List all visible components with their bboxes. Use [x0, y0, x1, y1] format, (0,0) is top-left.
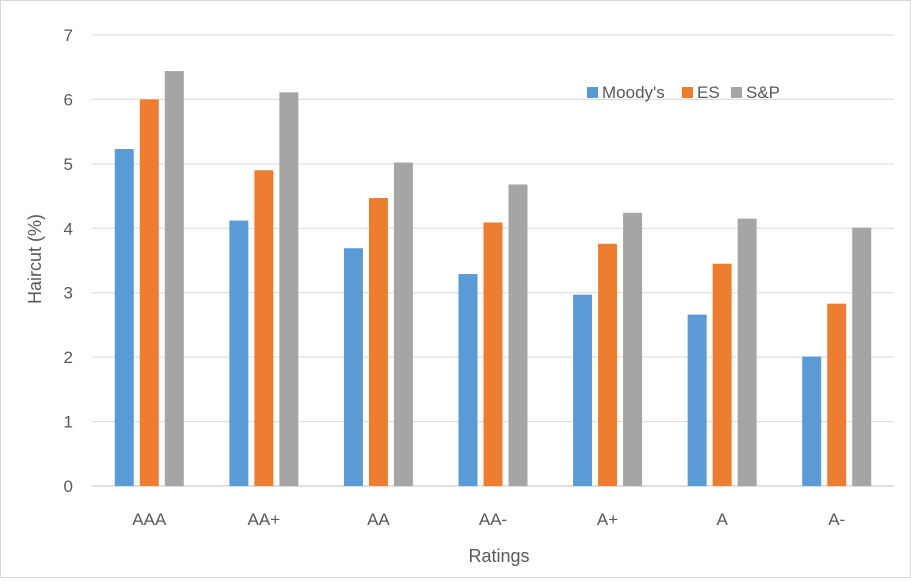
legend-label: Moody's — [602, 83, 665, 102]
legend-label: S&P — [746, 83, 780, 102]
x-tick-label: A- — [828, 510, 845, 529]
x-tick-label: A+ — [597, 510, 618, 529]
bar-s-p-aa — [393, 162, 413, 486]
bar-es-aaminus — [483, 222, 503, 487]
y-axis-title: Haircut (%) — [25, 214, 45, 304]
y-tick-label: 5 — [64, 155, 73, 174]
bar-es-aminus — [827, 303, 847, 486]
bar-moody-s-aa — [343, 248, 363, 486]
x-tick-label: AA — [367, 510, 390, 529]
bar-s-p-aaminus — [508, 184, 528, 486]
y-tick-label: 1 — [64, 413, 73, 432]
bar-moody-s-aaa — [114, 149, 134, 486]
bar-moody-s-aaplus — [229, 220, 249, 486]
bar-s-p-aplus — [623, 212, 643, 486]
x-tick-label: A — [716, 510, 728, 529]
y-tick-label: 4 — [64, 219, 73, 238]
legend: Moody's ES S&P — [587, 83, 780, 102]
y-tick-label: 7 — [64, 26, 73, 45]
y-tick-label: 3 — [64, 284, 73, 303]
bars — [114, 71, 872, 487]
bar-moody-s-aplus — [573, 294, 593, 486]
y-tick-label: 6 — [64, 90, 73, 109]
x-tick-label: AA+ — [248, 510, 281, 529]
y-tick-label: 0 — [64, 477, 73, 496]
bar-moody-s-a — [687, 314, 707, 486]
x-tick-label: AAA — [132, 510, 167, 529]
bar-s-p-aaa — [164, 71, 184, 486]
bar-s-p-aaplus — [279, 92, 299, 486]
bar-es-aplus — [598, 243, 618, 486]
legend-swatch — [731, 87, 742, 98]
bar-s-p-aminus — [852, 227, 872, 487]
bar-es-aa — [368, 198, 388, 487]
x-axis-title: Ratings — [468, 546, 529, 566]
y-tick-label: 2 — [64, 348, 73, 367]
bar-s-p-a — [737, 218, 757, 486]
bar-es-aaa — [139, 99, 159, 486]
x-tick-label: AA- — [479, 510, 507, 529]
bar-moody-s-aaminus — [458, 274, 478, 486]
bar-es-a — [712, 263, 732, 486]
bar-moody-s-aminus — [802, 356, 822, 486]
bar-es-aaplus — [254, 170, 274, 487]
legend-swatch — [587, 87, 598, 98]
legend-swatch — [682, 87, 693, 98]
legend-label: ES — [697, 83, 720, 102]
